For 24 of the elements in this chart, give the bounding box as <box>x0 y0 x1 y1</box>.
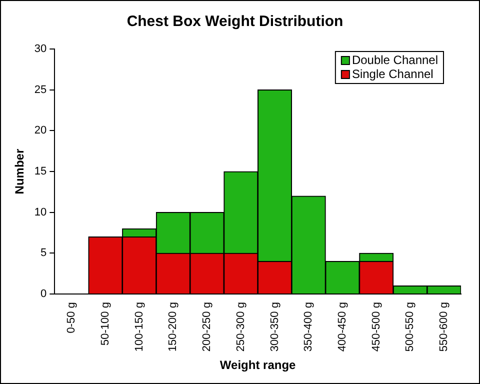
x-tick-label: 200-250 g <box>201 302 214 352</box>
x-tick-label: 300-350 g <box>268 302 281 352</box>
x-tick-label: 100-150 g <box>133 302 146 352</box>
x-axis-title: Weight range <box>220 358 296 372</box>
y-tick-label: 20 <box>34 124 47 137</box>
chart-title: Chest Box Weight Distribution <box>126 13 344 30</box>
y-tick-label: 0 <box>40 288 47 300</box>
x-tick-label: 0-50 g <box>66 302 78 334</box>
x-tick-label: 400-450 g <box>336 302 349 352</box>
y-tick-label: 10 <box>34 206 47 218</box>
x-tick-label: 150-200 g <box>167 302 180 352</box>
y-tick-label: 30 <box>34 43 47 56</box>
x-tick-label: 50-100 g <box>99 302 112 346</box>
x-tick-label: 550-600 g <box>438 302 450 352</box>
x-tick-label: 500-550 g <box>404 302 416 352</box>
y-axis-title: Number <box>12 148 27 194</box>
legend-label: Single Channel <box>352 66 434 81</box>
x-tick-label: 450-500 g <box>370 302 382 352</box>
y-tick-label: 5 <box>40 247 47 260</box>
y-tick-label: 15 <box>34 166 47 178</box>
y-tick-label: 25 <box>34 84 47 96</box>
x-tick-label: 350-400 g <box>302 302 315 352</box>
x-tick-label: 250-300 g <box>234 302 247 352</box>
legend-label: Double Channel <box>352 52 438 67</box>
